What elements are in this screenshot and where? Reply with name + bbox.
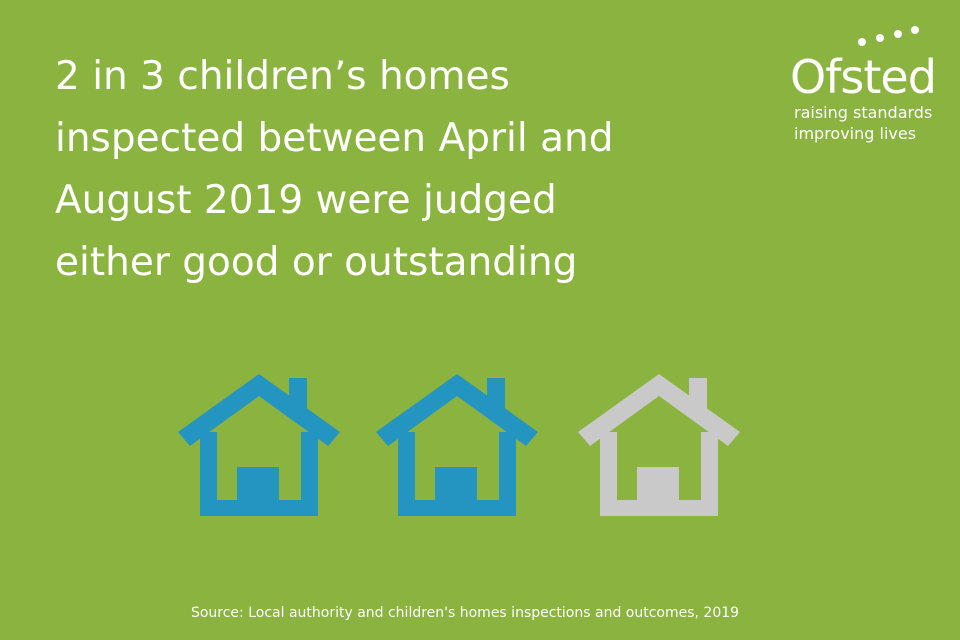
headline-line: August 2019 were judged [55,178,557,223]
logo: Ofsted raising standards improving lives [790,26,937,143]
headline-line: inspected between April and [55,116,613,161]
headline-line: either good or outstanding [55,240,577,285]
logo-tagline: raising standards [794,103,932,122]
logo-name: Ofsted [790,50,936,104]
headline-line: 2 in 3 children’s homes [55,54,510,99]
source-note: Source: Local authority and children's h… [191,605,739,621]
logo-stars [858,26,919,46]
logo-tagline: improving lives [794,124,916,143]
house-icon [376,374,538,516]
house-icon [578,374,740,516]
house-icon [178,374,340,516]
headline: 2 in 3 children’s homes inspected betwee… [55,54,613,285]
